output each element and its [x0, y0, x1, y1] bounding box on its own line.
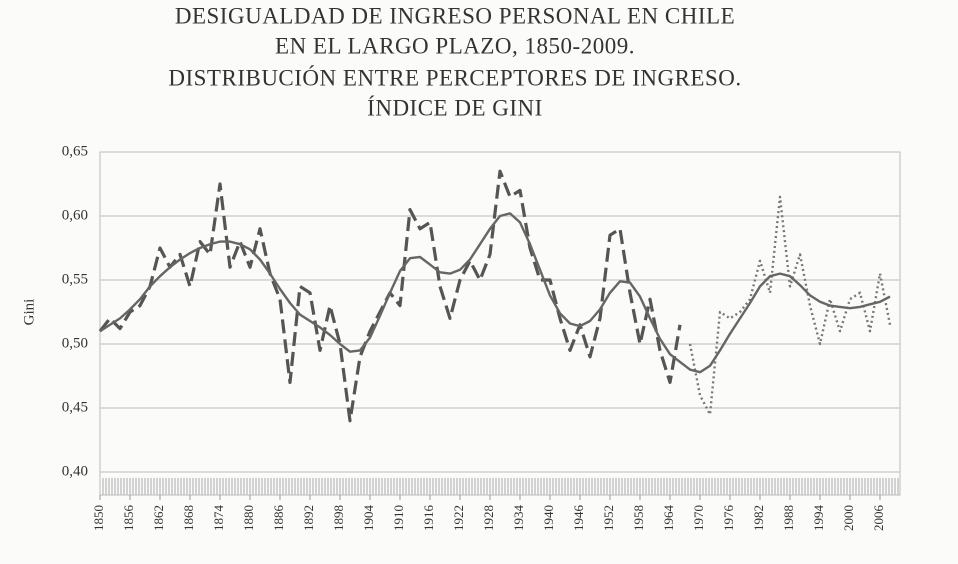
y-tick-label: 0,55 — [62, 271, 88, 287]
x-tick-label: 2000 — [841, 505, 856, 531]
x-tick-label: 1850 — [91, 505, 106, 531]
y-tick-label: 0,60 — [62, 207, 88, 223]
chart-title: ÍNDICE DE GINI — [367, 95, 543, 120]
x-tick-label: 1976 — [721, 505, 736, 532]
series-line — [99, 212, 891, 374]
x-tick-label: 1952 — [601, 505, 616, 531]
axis-band — [100, 478, 900, 495]
x-tick-label: 1958 — [631, 505, 646, 531]
chart-title: EN EL LARGO PLAZO, 1850-2009. — [275, 33, 635, 58]
x-tick-label: 1892 — [301, 505, 316, 531]
x-tick-label: 2006 — [871, 505, 886, 532]
x-tick-label: 1982 — [751, 505, 766, 531]
x-tick-label: 1904 — [361, 505, 376, 532]
x-tick-label: 1910 — [391, 505, 406, 531]
y-tick-label: 0,45 — [62, 399, 88, 415]
x-tick-label: 1898 — [331, 505, 346, 531]
x-tick-label: 1946 — [571, 505, 586, 532]
x-tick-label: 1856 — [121, 505, 136, 532]
x-tick-label: 1994 — [811, 505, 826, 532]
x-tick-label: 1886 — [271, 505, 286, 532]
y-tick-label: 0,50 — [62, 335, 88, 351]
x-tick-label: 1970 — [691, 505, 706, 531]
x-tick-label: 1922 — [451, 505, 466, 531]
x-tick-label: 1988 — [781, 505, 796, 531]
x-tick-label: 1862 — [151, 505, 166, 531]
chart-title: DESIGUALDAD DE INGRESO PERSONAL EN CHILE — [175, 3, 735, 28]
x-tick-label: 1880 — [241, 505, 256, 531]
y-axis-label: Gini — [21, 299, 37, 326]
plot-frame — [99, 151, 901, 496]
x-tick-label: 1940 — [541, 505, 556, 531]
y-tick-label: 0,65 — [62, 143, 88, 159]
y-tick-label: 0,40 — [62, 463, 88, 479]
series-line — [98, 169, 682, 423]
x-tick-label: 1868 — [181, 505, 196, 531]
x-tick-label: 1928 — [481, 505, 496, 531]
x-tick-label: 1934 — [511, 505, 526, 532]
x-tick-label: 1964 — [661, 505, 676, 532]
chart-title: DISTRIBUCIÓN ENTRE PERCEPTORES DE INGRES… — [168, 64, 741, 90]
x-tick-label: 1916 — [421, 505, 436, 532]
x-tick-label: 1874 — [211, 505, 226, 532]
series-line — [688, 195, 892, 416]
